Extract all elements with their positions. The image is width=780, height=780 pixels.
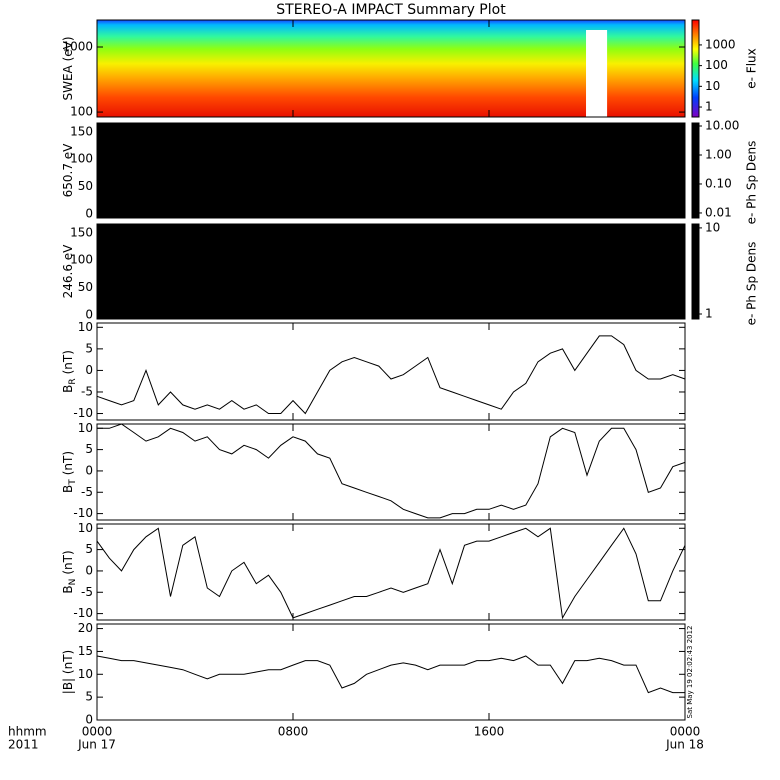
spectrogram-image (97, 123, 685, 218)
colorbar-tick-label: 0.10 (705, 176, 732, 190)
y-label-unit: (nT) (61, 550, 75, 574)
y-axis-label: BN (nT) (61, 550, 78, 593)
y-tick-label: 0 (85, 563, 93, 577)
year-label: 2011 (8, 738, 39, 752)
colorbar-label: e- Flux (745, 48, 759, 88)
y-tick-label: -10 (73, 506, 93, 520)
y-label-text: B (61, 485, 75, 493)
y-tick-label: 10 (78, 667, 93, 681)
y-label-unit: (nT) (61, 350, 75, 374)
y-tick-label: 100 (70, 105, 93, 119)
y-tick-label: -5 (81, 585, 93, 599)
y-tick-label: 100 (70, 152, 93, 166)
colorbar (691, 122, 700, 219)
date-label: Jun 17 (77, 738, 116, 752)
y-tick-label: -10 (73, 606, 93, 620)
y-tick-label: 0 (85, 463, 93, 477)
y-axis-label: BR (nT) (61, 350, 78, 393)
y-tick-label: 20 (78, 621, 93, 635)
colorbar-label: e- Ph Sp Dens (745, 141, 759, 225)
data-line (96, 335, 686, 415)
y-label-subscript: R (68, 378, 78, 384)
colorbar-tick-label: 1000 (705, 37, 736, 51)
y-axis-label: 246.6 eV (61, 244, 75, 299)
panel: -10 -5 0 5 10 BN (nT) (61, 521, 686, 621)
timestamp: Sat May 19 02:02:43 2012 (686, 625, 694, 718)
x-tick-label: 0000 (670, 725, 701, 739)
panel: -10 -5 0 5 10 BR (nT) (61, 320, 686, 421)
data-line (97, 423, 686, 519)
panel-frame (96, 423, 686, 521)
date-label: Jun 18 (665, 738, 704, 752)
data-line (96, 655, 685, 694)
panel-frame (96, 122, 686, 219)
y-tick-label: 0 (85, 363, 93, 377)
y-tick-label: 0 (85, 308, 93, 322)
panel-frame (96, 322, 686, 421)
y-tick-label: 5 (85, 442, 93, 456)
data-gap (586, 30, 608, 117)
x-tick-label: 1600 (474, 725, 505, 739)
colorbar (691, 223, 700, 320)
colorbar (691, 19, 700, 118)
y-tick-label: 50 (78, 280, 93, 294)
y-tick-label: 10 (78, 421, 93, 435)
y-label-subscript: N (68, 579, 78, 586)
y-label-text: |B| (nT) (61, 650, 75, 694)
y-tick-label: 5 (85, 542, 93, 556)
y-axis-label: SWEA (eV) (61, 36, 75, 100)
y-tick-label: -5 (81, 485, 93, 499)
y-tick-label: -10 (73, 406, 93, 420)
y-axis-label: 650.7 eV (61, 143, 75, 198)
y-tick-label: 10 (78, 521, 93, 535)
panel: 0 50 100 150 246.6 eV 10 1 e- Ph Sp Dens (61, 220, 759, 325)
y-label-text: SWEA (eV) (61, 36, 75, 100)
colorbar-tick-label: 1 (705, 100, 713, 114)
y-label-subscript: T (68, 479, 78, 486)
y-label-text: 246.6 eV (61, 244, 75, 299)
y-label-unit: (nT) (61, 451, 75, 475)
y-tick-label: 5 (85, 690, 93, 704)
data-line (96, 527, 686, 620)
colorbar-label: e- Ph Sp Dens (745, 242, 759, 326)
panel: 0 50 100 150 650.7 eV 10.00 1.00 0.10 0.01 e- Ph … (61, 119, 759, 225)
chart-title: STEREO-A IMPACT Summary Plot (276, 2, 506, 18)
x-tick-label: 0000 (82, 725, 113, 739)
y-tick-label: 150 (70, 225, 93, 239)
y-tick-label: 50 (78, 179, 93, 193)
panel-frame (96, 523, 686, 621)
colorbar-tick-label: 1.00 (705, 147, 732, 161)
y-axis-label: BT (nT) (61, 451, 78, 493)
colorbar-tick-label: 10.00 (705, 119, 739, 133)
y-tick-label: 1000 (62, 40, 93, 54)
panel-frame (96, 623, 686, 721)
y-tick-label: 15 (78, 644, 93, 658)
colorbar-tick-label: 10 (705, 220, 720, 234)
colorbar-tick-label: 1 (705, 307, 713, 321)
colorbar-tick-label: 0.01 (705, 205, 732, 219)
y-tick-label: 10 (78, 320, 93, 334)
y-tick-label: 0 (85, 207, 93, 221)
y-label-text: B (61, 385, 75, 393)
spectrogram-image (97, 224, 685, 319)
y-tick-label: 5 (85, 341, 93, 355)
y-tick-label: 0 (85, 713, 93, 727)
y-label-text: 650.7 eV (61, 143, 75, 198)
y-tick-label: -5 (81, 384, 93, 398)
x-tick-label: 0800 (278, 725, 309, 739)
x-axis-label: hhmm (8, 725, 47, 739)
panel: -10 -5 0 5 10 BT (nT) (61, 421, 686, 521)
panel-frame (96, 223, 686, 320)
colorbar-tick-label: 100 (705, 58, 728, 72)
y-axis-label: |B| (nT) (61, 650, 75, 694)
y-tick-label: 150 (70, 124, 93, 138)
y-tick-label: 100 (70, 253, 93, 267)
colorbar-tick-label: 10 (705, 79, 720, 93)
panel-frame (96, 19, 686, 118)
y-label-text: B (61, 585, 75, 593)
